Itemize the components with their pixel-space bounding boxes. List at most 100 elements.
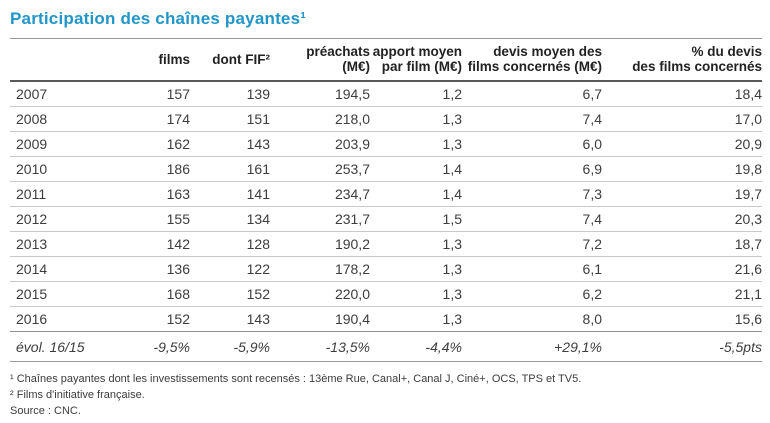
table-row-2012: 2012 155 134 231,7 1,5 7,4 20,3 xyxy=(10,206,762,232)
films-cell: 174 xyxy=(130,106,190,132)
preachats-cell: 234,7 xyxy=(270,181,370,207)
year-cell: 2013 xyxy=(10,231,130,257)
column-header-preachats: préachats (M€) xyxy=(270,38,370,82)
preachats-cell: 194,5 xyxy=(270,81,370,107)
table-row-2015: 2015 168 152 220,0 1,3 6,2 21,1 xyxy=(10,281,762,307)
preachats-cell: 203,9 xyxy=(270,131,370,157)
footnote-1: ¹ Chaînes payantes dont les investisseme… xyxy=(10,373,582,385)
devis-cell: 7,3 xyxy=(462,181,602,207)
table-row-2008: 2008 174 151 218,0 1,3 7,4 17,0 xyxy=(10,106,762,132)
pct-devis-cell: 20,9 xyxy=(602,131,762,157)
preachats-evol-cell: -13,5% xyxy=(270,331,370,362)
preachats-cell: 190,2 xyxy=(270,231,370,257)
evolution-row: évol. 16/15 -9,5% -5,9% -13,5% -4,4% +29… xyxy=(10,331,762,362)
dont-fif-evol-cell: -5,9% xyxy=(190,331,270,362)
dont-fif-cell: 161 xyxy=(190,156,270,182)
films-cell: 142 xyxy=(130,231,190,257)
dont-fif-cell: 151 xyxy=(190,106,270,132)
year-cell: 2014 xyxy=(10,256,130,282)
pct-devis-cell: 19,8 xyxy=(602,156,762,182)
pct-devis-cell: 21,6 xyxy=(602,256,762,282)
dont-fif-cell: 128 xyxy=(190,231,270,257)
films-cell: 186 xyxy=(130,156,190,182)
devis-evol-cell: +29,1% xyxy=(462,331,602,362)
apport-cell: 1,3 xyxy=(370,281,462,307)
year-cell: 2011 xyxy=(10,181,130,207)
devis-cell: 6,1 xyxy=(462,256,602,282)
dont-fif-cell: 141 xyxy=(190,181,270,207)
table-row-2013: 2013 142 128 190,2 1,3 7,2 18,7 xyxy=(10,231,762,257)
preachats-cell: 220,0 xyxy=(270,281,370,307)
table-row-2014: 2014 136 122 178,2 1,3 6,1 21,6 xyxy=(10,256,762,282)
dont-fif-cell: 139 xyxy=(190,81,270,107)
apport-cell: 1,4 xyxy=(370,156,462,182)
pct-devis-cell: 15,6 xyxy=(602,306,762,332)
preachats-cell: 218,0 xyxy=(270,106,370,132)
pct-devis-cell: 20,3 xyxy=(602,206,762,232)
pct-devis-cell: 17,0 xyxy=(602,106,762,132)
column-header-films: films xyxy=(130,38,190,82)
column-header-apport-moyen: apport moyen par film (M€) xyxy=(370,38,462,82)
apport-cell: 1,4 xyxy=(370,181,462,207)
apport-cell: 1,5 xyxy=(370,206,462,232)
page-title: Participation des chaînes payantes¹ xyxy=(10,9,307,28)
devis-cell: 7,4 xyxy=(462,106,602,132)
column-header-pct-devis: % du devis des films concernés xyxy=(602,38,762,82)
films-evol-cell: -9,5% xyxy=(130,331,190,362)
apport-cell: 1,3 xyxy=(370,256,462,282)
column-header-devis-moyen: devis moyen des films concernés (M€) xyxy=(462,38,602,82)
apport-evol-cell: -4,4% xyxy=(370,331,462,362)
films-cell: 157 xyxy=(130,81,190,107)
table-row-2016: 2016 152 143 190,4 1,3 8,0 15,6 xyxy=(10,306,762,332)
table-row-2007: 2007 157 139 194,5 1,2 6,7 18,4 xyxy=(10,81,762,107)
devis-cell: 7,2 xyxy=(462,231,602,257)
pct-devis-cell: 18,4 xyxy=(602,81,762,107)
preachats-cell: 190,4 xyxy=(270,306,370,332)
pay-tv-participation-table: films dont FIF² préachats (M€) apport moy… xyxy=(10,38,762,362)
devis-cell: 6,7 xyxy=(462,81,602,107)
apport-cell: 1,2 xyxy=(370,81,462,107)
year-cell: 2016 xyxy=(10,306,130,332)
header-row: films dont FIF² préachats (M€) apport moy… xyxy=(10,38,762,82)
footnotes-block: ¹ Chaînes payantes dont les investisseme… xyxy=(10,371,762,419)
devis-cell: 6,0 xyxy=(462,131,602,157)
preachats-cell: 253,7 xyxy=(270,156,370,182)
table-row-2011: 2011 163 141 234,7 1,4 7,3 19,7 xyxy=(10,181,762,207)
devis-cell: 8,0 xyxy=(462,306,602,332)
column-header-dont-fif: dont FIF² xyxy=(190,38,270,82)
pct-devis-cell: 21,1 xyxy=(602,281,762,307)
films-cell: 163 xyxy=(130,181,190,207)
year-cell: 2015 xyxy=(10,281,130,307)
year-cell: 2008 xyxy=(10,106,130,132)
pct-devis-evol-cell: -5,5pts xyxy=(602,331,762,362)
dont-fif-cell: 122 xyxy=(190,256,270,282)
footnote-2: ² Films d'initiative française. xyxy=(10,389,145,401)
year-cell: 2012 xyxy=(10,206,130,232)
films-cell: 152 xyxy=(130,306,190,332)
films-cell: 155 xyxy=(130,206,190,232)
devis-cell: 6,9 xyxy=(462,156,602,182)
films-cell: 162 xyxy=(130,131,190,157)
pct-devis-cell: 19,7 xyxy=(602,181,762,207)
devis-cell: 6,2 xyxy=(462,281,602,307)
evolution-label: évol. 16/15 xyxy=(10,331,130,362)
year-cell: 2009 xyxy=(10,131,130,157)
films-cell: 136 xyxy=(130,256,190,282)
apport-cell: 1,3 xyxy=(370,106,462,132)
dont-fif-cell: 152 xyxy=(190,281,270,307)
table-row-2010: 2010 186 161 253,7 1,4 6,9 19,8 xyxy=(10,156,762,182)
apport-cell: 1,3 xyxy=(370,306,462,332)
dont-fif-cell: 143 xyxy=(190,306,270,332)
dont-fif-cell: 143 xyxy=(190,131,270,157)
source-line: Source : CNC. xyxy=(10,405,81,417)
year-cell: 2010 xyxy=(10,156,130,182)
devis-cell: 7,4 xyxy=(462,206,602,232)
dont-fif-cell: 134 xyxy=(190,206,270,232)
year-cell: 2007 xyxy=(10,81,130,107)
films-cell: 168 xyxy=(130,281,190,307)
preachats-cell: 231,7 xyxy=(270,206,370,232)
column-header-year xyxy=(10,38,130,82)
apport-cell: 1,3 xyxy=(370,131,462,157)
table-row-2009: 2009 162 143 203,9 1,3 6,0 20,9 xyxy=(10,131,762,157)
